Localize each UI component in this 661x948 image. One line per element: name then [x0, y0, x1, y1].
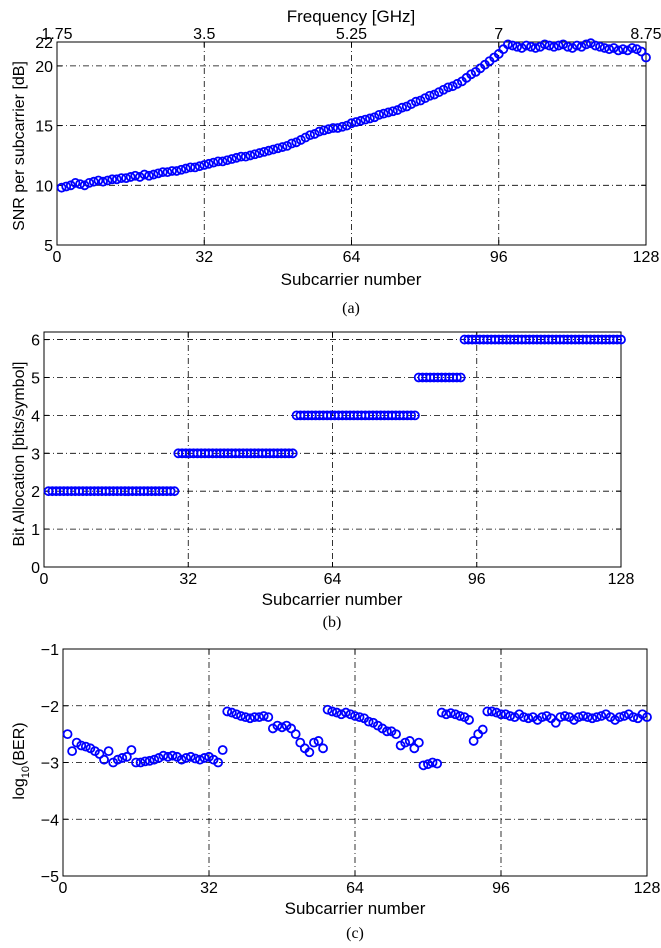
data-point — [68, 747, 76, 755]
data-point — [499, 45, 507, 53]
data-point — [127, 746, 135, 754]
panel-caption: (c) — [346, 925, 364, 942]
top-x-tick-label: 7 — [494, 26, 503, 43]
y-axis-title: log10(BER) — [11, 722, 32, 799]
y-tick-label: 2 — [31, 484, 40, 501]
x-tick-label: 128 — [608, 571, 635, 588]
y-tick-label: −1 — [41, 642, 59, 659]
y-tick-label: −4 — [41, 812, 59, 829]
y-axis-title-rest: (BER) — [11, 722, 28, 766]
y-tick-label: 15 — [35, 119, 53, 136]
y-axis-title-base: log — [11, 778, 28, 799]
x-axis-title: Subcarrier number — [285, 899, 426, 918]
grid-lines — [57, 42, 646, 245]
y-axis-title: Bit Allocation [bits/symbol] — [11, 362, 28, 547]
y-tick-label: 10 — [35, 178, 53, 195]
y-tick-label: 22 — [35, 35, 53, 52]
panel-c-ber: −5 −4 −3 −2 −1 0 32 64 96 128 log10(BER) Subcarr… — [11, 642, 660, 942]
y-tick-label: −2 — [41, 699, 59, 716]
top-x-axis-title: Frequency [GHz] — [287, 7, 416, 26]
ber-series — [64, 706, 651, 770]
x-tick-label: 96 — [490, 249, 508, 266]
x-axis-title: Subcarrier number — [281, 270, 422, 289]
data-point — [292, 730, 300, 738]
x-axis-title: Subcarrier number — [262, 590, 403, 609]
x-tick-label: 64 — [346, 880, 364, 897]
top-x-tick-label: 3.5 — [193, 26, 215, 43]
x-tick-label: 128 — [633, 249, 660, 266]
x-tick-label: 0 — [53, 249, 62, 266]
top-x-tick-label: 8.75 — [630, 26, 661, 43]
data-point — [219, 746, 227, 754]
grid-lines — [44, 332, 621, 567]
y-tick-labels: 0 1 2 3 4 5 6 — [31, 333, 40, 577]
x-tick-label: 96 — [492, 880, 510, 897]
x-tick-labels: 0 32 64 96 128 — [53, 249, 660, 266]
panel-caption: (a) — [342, 300, 360, 317]
data-point — [64, 730, 72, 738]
y-axis-title: SNR per subcarrier [dB] — [11, 61, 28, 231]
data-point — [319, 744, 327, 752]
y-tick-label: −5 — [41, 869, 59, 886]
x-tick-label: 64 — [324, 571, 342, 588]
x-tick-label: 0 — [59, 880, 68, 897]
x-tick-label: 32 — [179, 571, 197, 588]
y-tick-label: 4 — [31, 408, 40, 425]
y-tick-label: 5 — [31, 370, 40, 387]
y-tick-labels: 510152022 — [35, 35, 53, 255]
y-axis-title-subscript: 10 — [20, 766, 32, 778]
x-tick-label: 128 — [634, 880, 661, 897]
top-x-tick-label: 5.25 — [336, 26, 367, 43]
x-tick-labels: 0 32 64 96 128 — [59, 880, 661, 897]
x-tick-label: 32 — [200, 880, 218, 897]
y-tick-labels: −5 −4 −3 −2 −1 — [41, 642, 59, 886]
y-tick-label: 6 — [31, 333, 40, 350]
x-tick-label: 96 — [468, 571, 486, 588]
y-tick-label: 3 — [31, 446, 40, 463]
panel-a-snr: Frequency [GHz] 1.75 3.5 5.25 7 8.75 5 10 15 20… — [11, 7, 661, 317]
data-point — [105, 747, 113, 755]
top-x-tick-labels: 1.75 3.5 5.25 7 8.75 — [41, 26, 661, 43]
panel-b-bit-allocation: 0 1 2 3 4 5 6 0 32 64 96 128 Bit Allocation [bits/… — [11, 332, 634, 631]
x-tick-label: 0 — [40, 571, 49, 588]
y-tick-label: 1 — [31, 522, 40, 539]
data-point — [415, 739, 423, 747]
panel-caption: (b) — [323, 614, 342, 631]
snr-series — [58, 39, 650, 191]
x-tick-labels: 0 32 64 96 128 — [40, 571, 635, 588]
y-tick-label: 20 — [35, 59, 53, 76]
x-tick-label: 32 — [195, 249, 213, 266]
y-tick-label: −3 — [41, 756, 59, 773]
x-tick-label: 64 — [343, 249, 361, 266]
